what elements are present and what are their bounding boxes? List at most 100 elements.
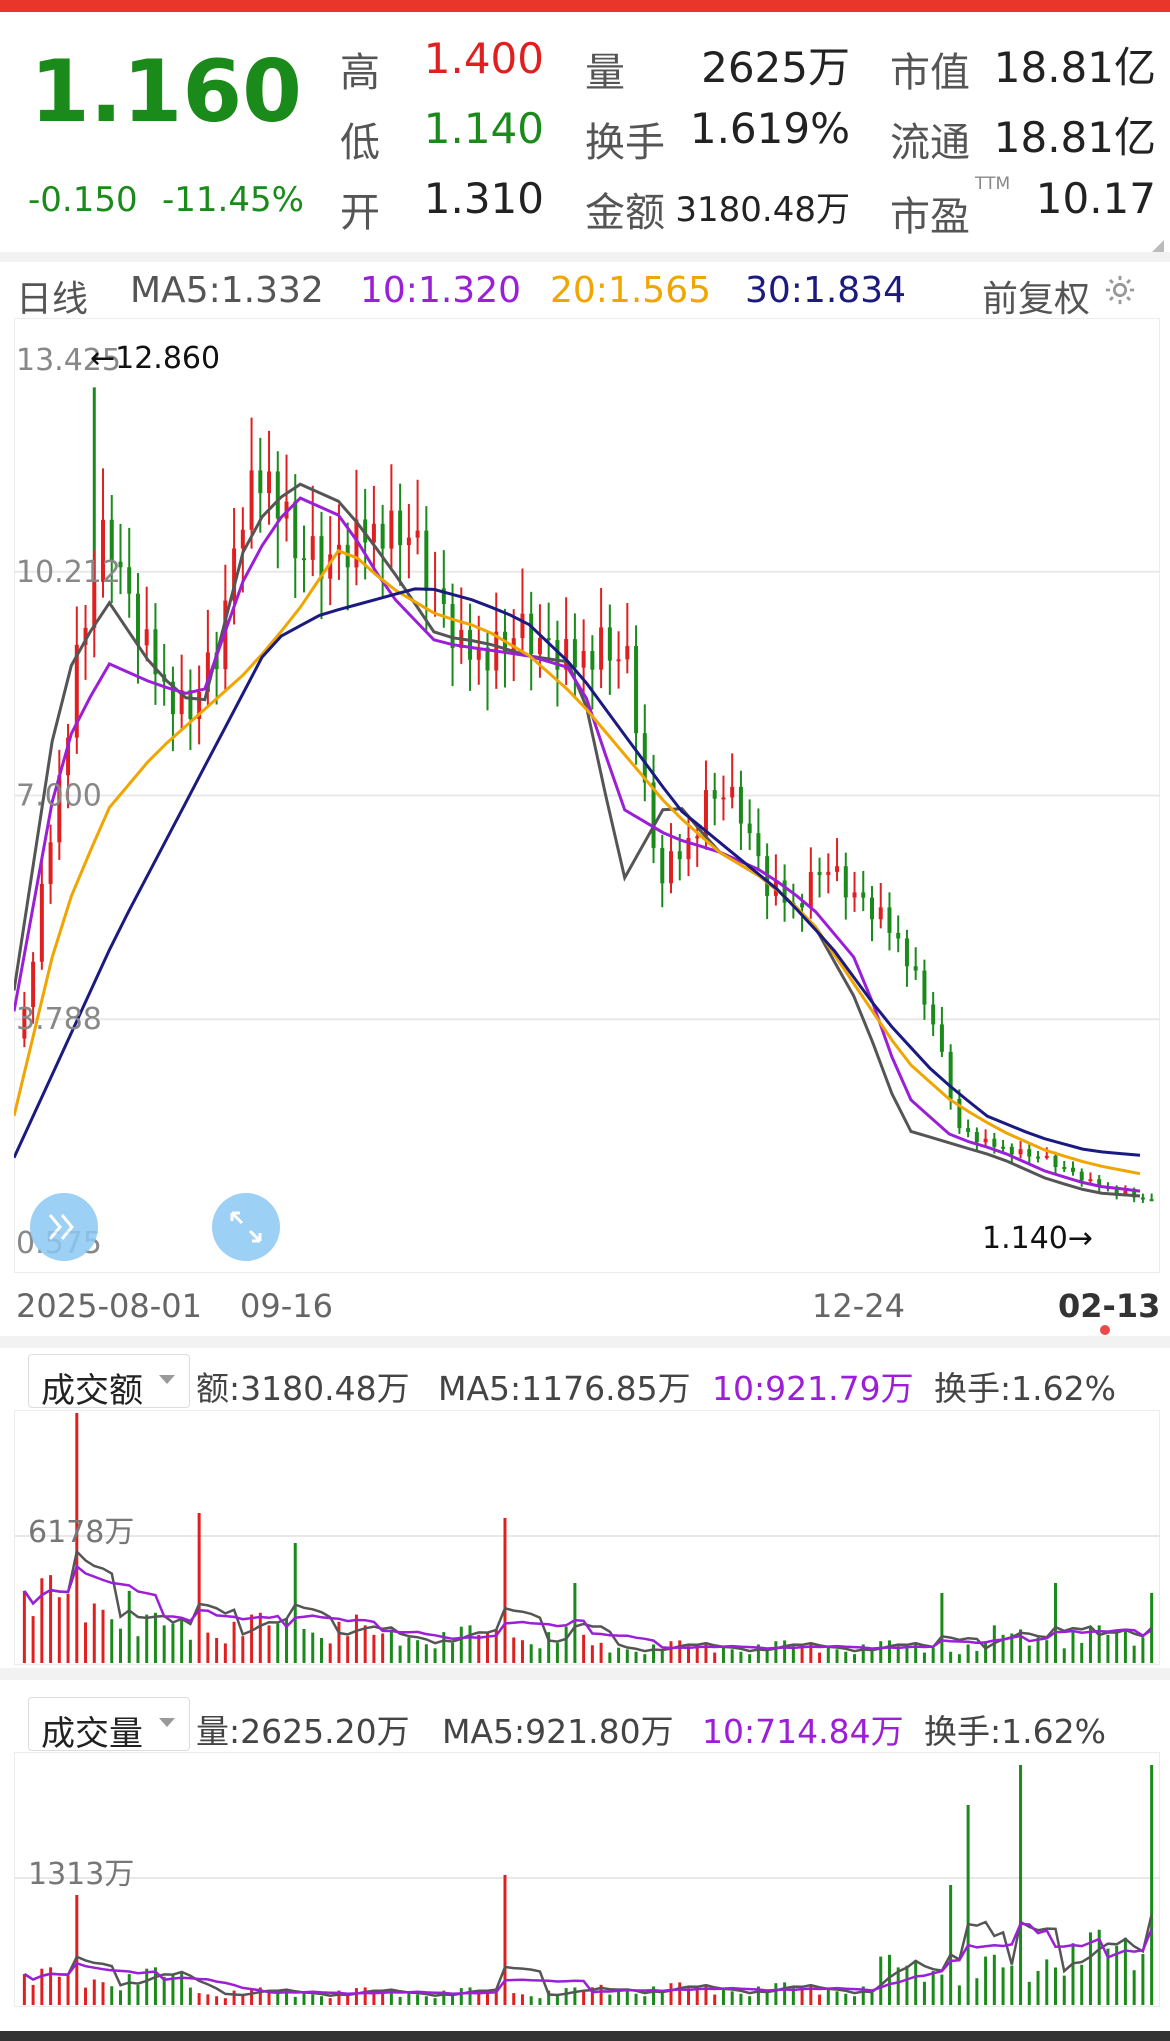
- chevron-down-icon: [159, 1375, 175, 1384]
- float-label: 流通: [890, 120, 970, 166]
- candle-body: [450, 604, 455, 649]
- candle-body: [1140, 1197, 1145, 1200]
- volume-ytick: 1313万: [28, 1857, 134, 1892]
- candle-body: [861, 892, 866, 898]
- candle-body: [642, 733, 647, 783]
- ma-line-ma10: [14, 496, 1141, 1193]
- x-tick: 09-16: [240, 1287, 333, 1325]
- y-tick-label: 13.425: [16, 343, 121, 378]
- adjust-label[interactable]: 前复权: [982, 279, 1091, 320]
- candle-body: [843, 866, 848, 898]
- candle-body: [258, 470, 263, 494]
- low-value: 1.140: [423, 104, 544, 153]
- candle-body: [817, 872, 822, 876]
- expand-button[interactable]: [212, 1193, 280, 1261]
- candle-body: [1036, 1156, 1041, 1159]
- candle-body: [1001, 1146, 1006, 1149]
- pe-label: 市盈: [890, 194, 970, 240]
- mktcap-value: 18.81亿: [993, 43, 1156, 92]
- candle-body: [48, 842, 53, 884]
- candle-body: [371, 523, 376, 543]
- candle-body: [800, 903, 805, 908]
- candle-body: [302, 558, 306, 561]
- amount-stat: 额:3180.48万: [196, 1369, 410, 1408]
- pe-ttm-sup: TTM: [975, 174, 1011, 194]
- expand-icon: [230, 1211, 262, 1243]
- candle-body: [669, 851, 674, 884]
- candle-body: [1009, 1146, 1014, 1155]
- volume-turnover-stat: 换手:1.62%: [924, 1712, 1106, 1751]
- amount-dropdown[interactable]: 成交额: [28, 1354, 190, 1411]
- collapse-button[interactable]: [30, 1193, 98, 1261]
- candle-body: [581, 651, 586, 668]
- amount-label: 金额: [585, 190, 665, 236]
- turnover-value: 1.619%: [689, 104, 850, 153]
- pe-value: 10.17: [1035, 174, 1156, 223]
- candle-body: [896, 932, 901, 939]
- candle-body: [703, 790, 708, 837]
- volume-ma-line: [23, 1914, 1153, 1997]
- period-label[interactable]: 日线: [16, 279, 89, 320]
- candle-body: [74, 644, 79, 738]
- candle-body: [1079, 1171, 1084, 1181]
- x-tick: 02-13: [1058, 1287, 1161, 1325]
- amount-chart[interactable]: 6178万: [14, 1410, 1160, 1665]
- candle-body: [529, 613, 534, 655]
- candle-body: [852, 892, 857, 898]
- candle-body: [1097, 1179, 1102, 1187]
- ma20-legend: 20:1.565: [550, 270, 711, 311]
- candle-body: [625, 646, 630, 660]
- candle-body: [310, 536, 315, 560]
- high-value: 1.400: [423, 34, 544, 83]
- volume-label: 量: [585, 50, 625, 96]
- volume-ma-line: [23, 1922, 1153, 1995]
- candle-body: [118, 561, 123, 568]
- candle-body: [616, 659, 621, 662]
- candle-body: [468, 629, 473, 660]
- candle-body: [179, 690, 184, 715]
- price-change-pct: -11.45%: [162, 180, 304, 220]
- candle-body: [240, 529, 245, 549]
- candle-body: [520, 613, 525, 639]
- candle-body: [1053, 1155, 1058, 1168]
- header-separator: [0, 252, 1170, 262]
- max-annotation: ←12.860: [90, 341, 220, 376]
- float-value: 18.81亿: [993, 113, 1156, 162]
- candle-body: [564, 639, 569, 670]
- candle-body: [57, 775, 62, 843]
- candle-body: [730, 786, 735, 798]
- candle-body: [537, 638, 542, 655]
- volume-stat: 量:2625.20万: [196, 1712, 410, 1751]
- candle-body: [101, 519, 106, 582]
- candle-body: [424, 530, 429, 591]
- candle-body: [546, 638, 551, 641]
- dropdown-label: 成交量: [41, 1714, 143, 1754]
- candle-body: [922, 970, 927, 1005]
- volume-dropdown[interactable]: 成交量: [28, 1697, 190, 1754]
- candle-body: [92, 581, 97, 628]
- double-chevron-icon: [48, 1214, 74, 1240]
- candle-body: [939, 1024, 944, 1052]
- candle-body: [31, 961, 36, 1008]
- x-tick: 2025-08-01: [16, 1287, 202, 1325]
- candle-body: [721, 797, 726, 800]
- candle-body: [345, 544, 350, 568]
- high-label: 高: [340, 50, 380, 96]
- candle-body: [634, 646, 639, 734]
- volume-chart[interactable]: 1313万: [14, 1752, 1160, 2007]
- y-tick-label: 3.788: [16, 1002, 102, 1037]
- candle-body: [398, 510, 403, 546]
- candle-body: [904, 938, 909, 967]
- dropdown-label: 成交额: [41, 1371, 143, 1411]
- candle-body: [214, 652, 219, 670]
- candle-body: [197, 692, 202, 719]
- candle-body: [607, 627, 612, 661]
- candle-body: [677, 851, 682, 860]
- gear-icon[interactable]: [1103, 273, 1137, 307]
- candle-body: [957, 1099, 962, 1129]
- volume-ma10-stat: 10:714.84万: [702, 1712, 904, 1751]
- amount-turnover-stat: 换手:1.62%: [934, 1369, 1116, 1408]
- candle-body: [170, 681, 175, 715]
- candle-body: [878, 907, 883, 920]
